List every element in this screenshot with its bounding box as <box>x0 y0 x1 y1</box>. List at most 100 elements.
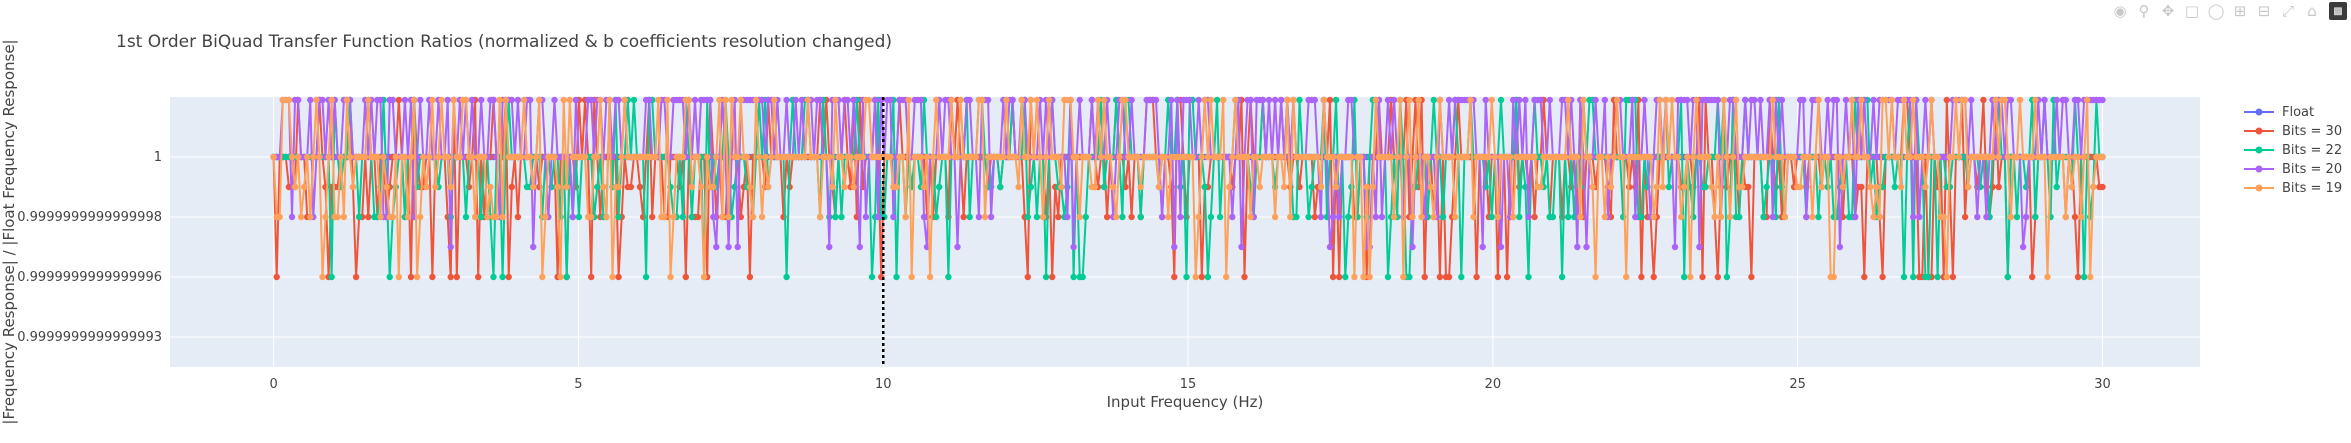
series-layer <box>270 96 2106 281</box>
data-point <box>752 96 760 104</box>
data-point <box>1894 153 1902 161</box>
pan-icon[interactable]: ✥ <box>2161 1 2175 20</box>
camera-icon[interactable]: ◉ <box>2113 1 2127 20</box>
zoom-in-icon[interactable]: ⊞ <box>2233 1 2247 20</box>
data-point <box>917 96 925 104</box>
box-select-icon[interactable]: □ <box>2184 1 2200 20</box>
data-point <box>1427 183 1435 191</box>
data-point <box>1394 153 1401 161</box>
data-point <box>1345 213 1352 221</box>
data-point <box>1910 273 1917 281</box>
data-point <box>642 273 650 281</box>
data-point <box>1641 96 1648 104</box>
data-point <box>1818 183 1825 191</box>
plotly-logo-icon[interactable]: ▩ <box>2329 2 2347 20</box>
data-point <box>1097 153 1105 161</box>
data-point <box>1045 96 1053 104</box>
data-point <box>697 183 705 191</box>
data-point <box>1516 213 1523 221</box>
data-point <box>310 153 317 161</box>
data-point <box>1824 96 1831 104</box>
legend-item[interactable]: Float <box>2244 105 2314 120</box>
lasso-icon[interactable]: ◯ <box>2207 1 2225 20</box>
data-point <box>1910 213 1917 221</box>
modebar: ◉ ⚲ ✥ □ ◯ ⊞ ⊟ ⤢ ⌂ ▩ <box>2109 2 2347 20</box>
zoom-icon[interactable]: ⚲ <box>2138 1 2150 20</box>
data-point <box>423 183 430 191</box>
data-point <box>2032 96 2039 104</box>
data-point <box>856 243 863 251</box>
data-point <box>1241 273 1248 281</box>
data-point <box>1623 273 1630 281</box>
data-point <box>1925 273 1932 281</box>
data-point <box>1806 153 1813 161</box>
data-point <box>691 96 699 104</box>
data-point <box>960 213 967 221</box>
data-point <box>682 273 689 281</box>
data-point <box>1213 96 1221 104</box>
data-point <box>875 213 882 221</box>
data-point <box>1448 153 1456 161</box>
data-point <box>1989 153 1996 161</box>
data-point <box>1531 153 1538 161</box>
data-point <box>1390 96 1398 104</box>
legend-item[interactable]: Bits = 22 <box>2244 143 2342 158</box>
data-point <box>954 153 961 161</box>
data-point <box>694 213 702 221</box>
data-point <box>2080 153 2088 161</box>
data-point <box>392 153 399 161</box>
zoom-out-icon[interactable]: ⊟ <box>2257 1 2271 20</box>
data-point <box>688 213 696 221</box>
legend-item[interactable]: Bits = 19 <box>2244 181 2342 196</box>
autoscale-icon[interactable]: ⤢ <box>2281 1 2294 20</box>
data-point <box>1113 213 1120 221</box>
legend-item[interactable]: Bits = 30 <box>2244 124 2342 139</box>
x-tick-label: 5 <box>574 377 582 392</box>
data-point <box>908 273 915 281</box>
data-point <box>948 96 955 104</box>
data-point <box>768 153 775 161</box>
data-point <box>1497 96 1505 104</box>
data-point <box>1870 213 1877 221</box>
data-point <box>1726 213 1734 221</box>
data-point <box>700 273 708 281</box>
data-point <box>395 273 402 281</box>
data-point <box>1964 183 1972 191</box>
data-point <box>505 273 512 281</box>
data-point <box>871 96 879 104</box>
legend[interactable]: Float Bits = 30 Bits = 22 Bits = 20 Bits = 1… <box>2244 105 2342 196</box>
data-point <box>1171 243 1178 251</box>
data-point <box>1925 153 1932 161</box>
data-point <box>1919 153 1926 161</box>
data-point <box>2077 213 2085 221</box>
data-point <box>514 213 522 221</box>
data-point <box>2099 96 2106 104</box>
data-point <box>2019 243 2027 251</box>
data-point <box>1705 153 1712 161</box>
data-point <box>734 153 741 161</box>
data-point <box>2053 96 2060 104</box>
data-point <box>1467 96 1474 104</box>
data-point <box>838 153 845 161</box>
data-point <box>1745 183 1752 191</box>
data-point <box>1507 153 1514 161</box>
data-point <box>804 96 812 104</box>
data-point <box>1632 213 1639 221</box>
data-point <box>1357 153 1364 161</box>
data-point <box>1906 153 1914 161</box>
data-point <box>1360 273 1367 281</box>
data-point <box>1910 96 1917 104</box>
data-point <box>1122 96 1129 104</box>
reset-axes-icon[interactable]: ⌂ <box>2307 1 2317 20</box>
data-point <box>978 96 986 104</box>
data-point <box>1284 96 1291 104</box>
data-point <box>1565 96 1572 104</box>
data-point <box>972 153 980 161</box>
data-point <box>929 153 937 161</box>
data-point <box>1687 273 1694 281</box>
data-point <box>679 213 686 221</box>
legend-item[interactable]: Bits = 20 <box>2244 162 2342 177</box>
data-point <box>725 243 732 251</box>
data-point <box>1873 183 1880 191</box>
data-point <box>1223 273 1230 281</box>
